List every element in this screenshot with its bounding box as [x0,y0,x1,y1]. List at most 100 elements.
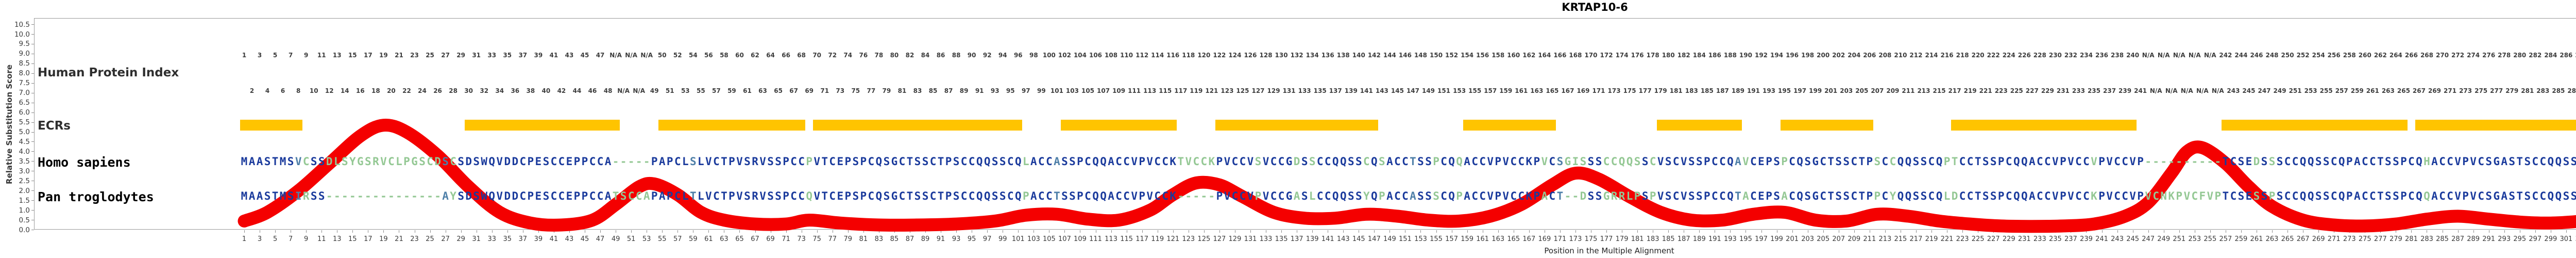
residue-char: C [1967,190,1974,202]
x-tick-label: 245 [2126,235,2140,243]
x-tick-label: 277 [2374,235,2387,243]
residue-char: A [248,155,256,168]
protein-index-na: N/A [633,87,646,94]
gap-char: - [372,190,379,202]
residue-char: C [1046,190,1053,202]
residue-char: C [519,190,527,202]
protein-index-number: 90 [967,52,976,59]
y-tick-mark [31,73,34,74]
residue-char: V [1131,190,1138,202]
protein-index-number: 288 [2575,52,2576,59]
residue-char: C [1820,190,1827,202]
gap-char: - [2168,155,2175,168]
residue-char: C [302,155,310,168]
protein-index-number: 181 [1669,87,1683,94]
x-tick-mark [631,230,632,233]
x-tick-label: 209 [1848,235,1861,243]
residue-char: V [1146,190,1154,202]
residue-char: Q [806,190,812,202]
residue-char: T [937,190,944,202]
x-tick-label: 163 [1492,235,1505,243]
x-tick-label: 301 [2560,235,2573,243]
protein-index-number: 282 [2529,52,2542,59]
x-tick-label: 3 [257,235,262,243]
gap-char: - [2207,155,2214,168]
x-tick-mark [1962,230,1963,233]
residue-char: S [310,155,317,168]
residue-char: S [999,155,1006,168]
x-tick-label: 17 [364,235,372,243]
protein-index-number: 6 [280,87,285,94]
y-tick-label: 3.0 [19,167,30,175]
residue-char: L [698,155,704,168]
x-tick-label: 49 [611,235,620,243]
residue-char: A [2431,190,2438,202]
protein-index-number: 212 [1909,52,1923,59]
residue-char: Q [1100,190,1107,202]
x-tick-mark [2148,230,2149,233]
protein-index-number: 9 [303,52,309,59]
y-tick-label: 6.5 [19,99,30,107]
residue-char: C [790,190,797,202]
residue-char: E [1758,190,1765,202]
x-tick-label: 235 [2048,235,2062,243]
residue-char: A [1030,155,1037,168]
protein-index-number: 74 [843,52,853,59]
protein-index-number: 4 [265,87,270,94]
residue-char: S [953,190,960,202]
residue-char: S [775,190,782,202]
protein-index-number: 242 [2219,52,2232,59]
protein-index-number: 235 [2087,87,2101,94]
x-tick-label: 135 [1275,235,1288,243]
protein-index-number: 238 [2111,52,2124,59]
residue-char: S [287,155,294,168]
gap-char: - [427,190,433,202]
residue-char: C [2447,190,2453,202]
protein-index-number: 249 [2273,87,2286,94]
y-tick-label: 0.0 [19,225,30,234]
protein-index-number: 113 [1143,87,1157,94]
residue-char: S [318,155,325,168]
protein-index-number: 272 [2451,52,2465,59]
residue-char: C [1549,155,1556,168]
ecr-block [1781,120,1874,131]
protein-index-number: 128 [1259,52,1273,59]
protein-index-number: 121 [1205,87,1218,94]
protein-index-number: 219 [1963,87,1977,94]
protein-index-number: 61 [743,87,752,94]
protein-index-number: 165 [1546,87,1559,94]
residue-char: S [922,155,929,168]
x-tick-label: 299 [2544,235,2557,243]
residue-char: S [2253,190,2260,202]
residue-char: C [1115,155,1122,168]
gap-char: - [2145,155,2151,168]
residue-char: S [2570,190,2576,202]
residue-char: C [1162,155,1169,168]
residue-char: P [860,155,867,168]
x-tick-label: 127 [1213,235,1226,243]
x-tick-mark [2349,230,2350,233]
x-tick-label: 143 [1336,235,1350,243]
protein-index-number: 14 [340,87,349,94]
protein-index-number: 107 [1097,87,1110,94]
x-tick-label: 35 [503,235,512,243]
residue-char: C [1394,155,1401,168]
residue-char: C [1719,190,1726,202]
residue-char: D [1951,190,1958,202]
protein-index-number: 142 [1367,52,1381,59]
residue-char: P [2400,190,2407,202]
residue-char: S [2385,190,2392,202]
residue-char: A [248,190,256,202]
protein-index-number: 178 [1646,52,1659,59]
residue-char: Q [1905,190,1912,202]
residue-char: K [1170,190,1177,202]
protein-index-number: 255 [2319,87,2333,94]
x-tick-label: 161 [1476,235,1489,243]
protein-index-number: 287 [2567,87,2576,94]
x-tick-label: 183 [1646,235,1659,243]
residue-char: C [2369,190,2376,202]
residue-char: C [713,190,720,202]
residue-char: S [1061,190,1068,202]
residue-char: S [1688,155,1695,168]
protein-index-number: 271 [2444,87,2457,94]
